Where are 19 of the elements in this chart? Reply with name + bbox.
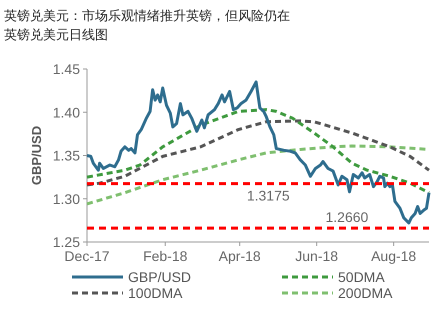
y-tick-label: 1.25 [52,234,80,250]
x-tick-label: Feb-18 [143,248,188,264]
y-tick-label: 1.35 [52,148,80,164]
y-tick-label: 1.30 [52,190,80,207]
x-tick-label: Aug-18 [371,248,416,264]
legend-label: GBP/USD [128,269,192,285]
legend-label: 200DMA [338,285,394,301]
x-tick-label: Dec-17 [64,248,110,264]
legend-label: 50DMA [338,269,386,285]
chart-subtitle: 英镑兑美元日线图 [4,27,108,42]
y-tick-label: 1.40 [52,104,80,120]
y-tick-label: 1.45 [52,61,80,77]
ref-line-label: 1.3175 [246,188,290,204]
ref-line-label: 1.2660 [326,209,369,226]
x-tick-label: Apr-18 [218,248,261,264]
y-axis-title: GBP/USD [29,126,44,186]
chart-title: 英镑兑美元：市场乐观情绪推升英镑，但风险仍在 [4,8,290,23]
x-tick-label: Jun-18 [295,248,338,264]
legend-label: 100DMA [128,285,184,301]
